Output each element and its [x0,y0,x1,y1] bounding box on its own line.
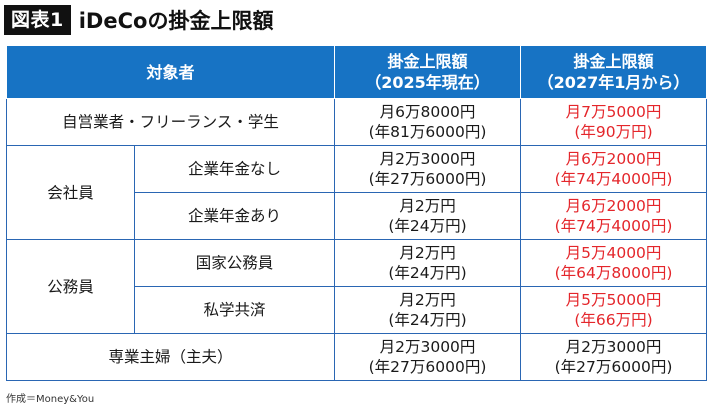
monthly-value: 月6万2000円 [565,197,662,215]
annual-value: (年24万円) [388,217,467,235]
future-limit-cell: 月7万5000円 (年90万円) [520,98,708,146]
group-label-company-employee: 会社員 [6,145,135,240]
header-limit-2025: 掛金上限額 （2025年現在） [334,45,522,99]
table-row: 公務員 国家公務員 月2万円 (年24万円) 月5万4000円 (年64万800… [6,239,708,334]
row-label-national-servant: 国家公務員 [133,239,336,287]
row-label-no-pension: 企業年金なし [133,145,336,193]
future-limit-cell: 月5万4000円 (年64万8000円) [520,239,708,287]
contribution-limit-table: 対象者 掛金上限額 （2025年現在） 掛金上限額 （2027年1月から） 自営… [5,45,708,381]
monthly-value: 月2万3000円 [565,338,662,356]
table-row: 専業主婦（主夫） 月2万3000円 (年27万6000円) 月2万3000円 (… [5,333,708,381]
annual-value: (年24万円) [388,264,467,282]
header-limit-2027-line2: （2027年1月から） [537,73,690,92]
annual-value: (年74万4000円) [554,217,673,235]
annual-value: (年90万円) [574,123,653,141]
monthly-value: 月2万円 [399,244,456,262]
monthly-value: 月7万5000円 [565,103,662,121]
annual-value: (年27万6000円) [554,358,673,376]
title-row: 図表1 iDeCoの掛金上限額 [4,4,273,36]
monthly-value: 月2万3000円 [379,338,476,356]
row-label-private-school: 私学共済 [133,286,336,334]
row-label-self-employed: 自営業者・フリーランス・学生 [5,98,336,146]
annual-value: (年24万円) [388,311,467,329]
future-limit-cell: 月5万5000円 (年66万円) [520,286,708,334]
header-limit-2025-line1: 掛金上限額 [387,52,468,71]
page-title: iDeCoの掛金上限額 [78,9,274,33]
monthly-value: 月6万8000円 [379,103,476,121]
annual-value: (年66万円) [574,311,653,329]
current-limit-cell: 月2万3000円 (年27万6000円) [334,333,522,381]
monthly-value: 月2万3000円 [379,150,476,168]
header-limit-2027-line1: 掛金上限額 [573,52,654,71]
monthly-value: 月5万4000円 [565,244,662,262]
annual-value: (年81万6000円) [368,123,487,141]
current-limit-cell: 月2万円 (年24万円) [334,239,522,287]
table-header-row: 対象者 掛金上限額 （2025年現在） 掛金上限額 （2027年1月から） [5,45,708,99]
header-category: 対象者 [5,45,336,99]
annual-value: (年27万6000円) [368,170,487,188]
row-label-homemaker: 専業主婦（主夫） [5,333,336,381]
current-limit-cell: 月6万8000円 (年81万6000円) [334,98,522,146]
source-credit: 作成＝Money&You [6,394,95,405]
annual-value: (年74万4000円) [554,170,673,188]
monthly-value: 月6万2000円 [565,150,662,168]
monthly-value: 月5万5000円 [565,291,662,309]
future-limit-cell: 月2万3000円 (年27万6000円) [520,333,708,381]
header-limit-2025-line2: （2025年現在） [365,73,490,92]
monthly-value: 月2万円 [399,291,456,309]
table-row: 会社員 企業年金なし 月2万3000円 (年27万6000円) 月6万2000円… [6,145,708,240]
monthly-value: 月2万円 [399,197,456,215]
future-limit-cell: 月6万2000円 (年74万4000円) [520,145,708,193]
annual-value: (年27万6000円) [368,358,487,376]
header-limit-2027: 掛金上限額 （2027年1月から） [520,45,708,99]
table-row: 私学共済 月2万円 (年24万円) 月5万5000円 (年66万円) [7,286,708,334]
figure-badge: 図表1 [4,5,71,35]
current-limit-cell: 月2万円 (年24万円) [334,192,522,240]
annual-value: (年64万8000円) [554,264,673,282]
current-limit-cell: 月2万3000円 (年27万6000円) [334,145,522,193]
row-label-with-pension: 企業年金あり [133,192,336,240]
group-label-civil-servant: 公務員 [6,239,135,334]
future-limit-cell: 月6万2000円 (年74万4000円) [520,192,708,240]
table-row: 企業年金あり 月2万円 (年24万円) 月6万2000円 (年74万4000円) [7,192,708,240]
current-limit-cell: 月2万円 (年24万円) [334,286,522,334]
table-row: 自営業者・フリーランス・学生 月6万8000円 (年81万6000円) 月7万5… [5,98,708,146]
